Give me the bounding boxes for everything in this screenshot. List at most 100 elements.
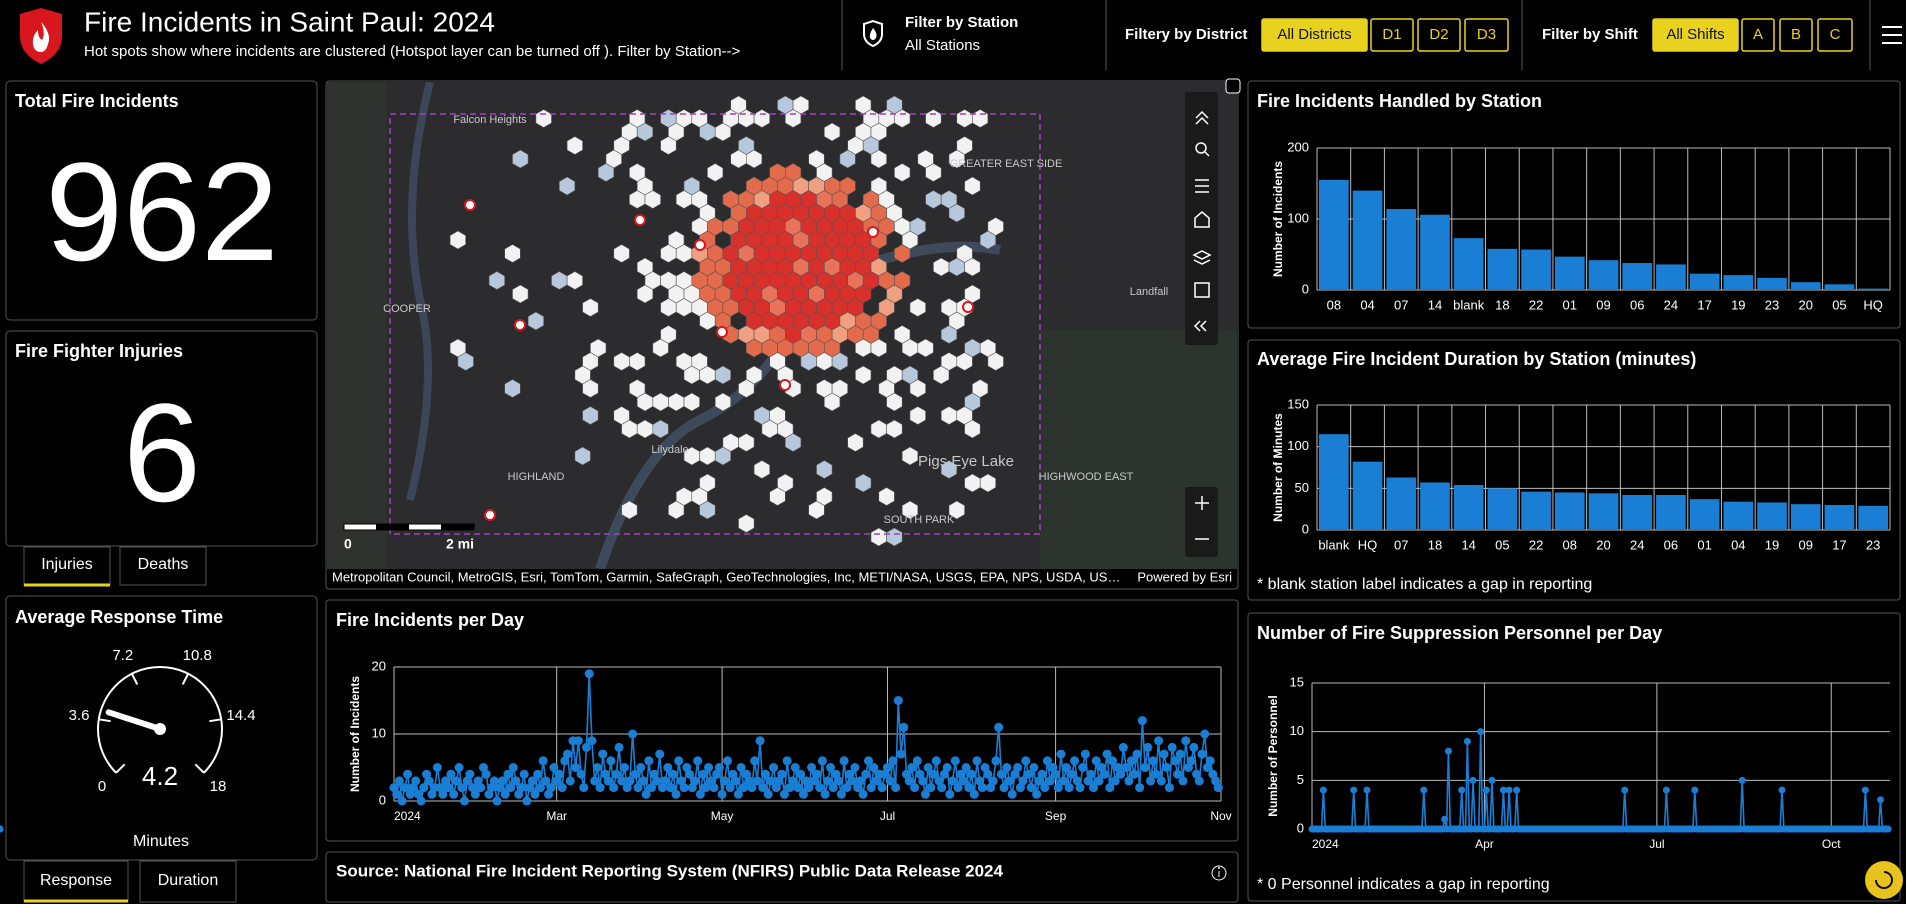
point — [920, 789, 930, 799]
point — [1477, 728, 1485, 736]
point — [1135, 783, 1145, 793]
point — [438, 789, 448, 799]
point — [1013, 763, 1023, 772]
hexbin — [449, 230, 467, 250]
point — [1148, 756, 1158, 766]
point — [723, 756, 733, 766]
y-axis-title: Number of Minutes — [1271, 413, 1285, 522]
info-icon[interactable] — [1211, 865, 1227, 881]
point — [489, 776, 499, 786]
x-tick-label: May — [711, 809, 734, 823]
point — [945, 789, 955, 799]
hexbin — [964, 176, 981, 196]
y-tick-label: 5 — [1297, 772, 1304, 787]
point — [403, 769, 413, 779]
y-tick-label: 20 — [372, 658, 386, 673]
bar — [1352, 461, 1383, 530]
tab[interactable]: Response — [23, 860, 129, 903]
hexbin — [699, 500, 716, 520]
point — [999, 783, 1009, 793]
point — [1140, 763, 1150, 772]
bar — [1723, 275, 1754, 290]
point — [766, 776, 776, 786]
bar — [1588, 260, 1619, 290]
point — [1080, 749, 1090, 759]
map[interactable]: Falcon Heights COOPER HIGHLAND Lilydale Pigs… — [327, 82, 1237, 570]
station-filter[interactable]: Filter by Station All Stations — [863, 14, 1018, 54]
x-tick-label: 22 — [1529, 537, 1543, 552]
point — [1121, 763, 1131, 772]
station-icon — [716, 326, 728, 338]
point — [416, 796, 426, 806]
point — [1029, 763, 1039, 772]
bar — [1622, 495, 1653, 530]
point — [1662, 786, 1670, 794]
hexbin — [909, 298, 926, 317]
filter-button[interactable] — [1779, 18, 1813, 52]
bar — [1386, 477, 1417, 530]
hexbin — [901, 500, 919, 520]
filter-button[interactable] — [1741, 18, 1775, 52]
hexbin — [925, 163, 942, 182]
hexbin — [714, 122, 732, 142]
panel-title: Average Response Time — [15, 607, 223, 627]
filter-button[interactable] — [1652, 18, 1739, 52]
point — [492, 796, 502, 806]
x-tick-label: 18 — [1428, 537, 1442, 552]
map-label: SOUTH PARK — [884, 514, 955, 526]
point — [760, 769, 770, 779]
point — [839, 756, 849, 766]
scale-label: 0 — [344, 536, 352, 552]
point — [931, 756, 941, 766]
point — [929, 769, 939, 779]
menu-icon[interactable] — [1882, 26, 1902, 44]
tab-label: Duration — [158, 872, 218, 889]
point — [541, 776, 551, 786]
filter-button[interactable] — [1464, 18, 1509, 52]
filter-button[interactable] — [1261, 18, 1368, 52]
point — [815, 783, 825, 793]
point — [720, 776, 730, 786]
point — [1186, 756, 1196, 766]
point — [1151, 769, 1161, 779]
hexbin — [621, 500, 638, 520]
hexbin — [979, 230, 997, 250]
filter-button[interactable] — [1417, 18, 1461, 52]
tab[interactable]: Injuries — [23, 546, 111, 587]
district-boundary — [389, 113, 1041, 535]
x-tick-label: Mar — [546, 809, 567, 823]
map-controls[interactable] — [1185, 78, 1241, 557]
point — [1091, 756, 1101, 766]
point — [1110, 776, 1120, 786]
filter-button-label: All Shifts — [1666, 26, 1724, 43]
hexbin — [582, 406, 599, 425]
point — [576, 769, 586, 779]
point — [896, 749, 906, 759]
filter-button[interactable] — [1817, 18, 1853, 52]
refresh-button[interactable] — [1865, 861, 1903, 899]
point — [668, 769, 678, 779]
tab[interactable]: Deaths — [119, 546, 207, 586]
point — [652, 776, 662, 786]
hexbin — [940, 325, 958, 344]
point — [1108, 756, 1118, 766]
point — [826, 763, 836, 772]
tab[interactable]: Duration — [139, 860, 237, 903]
x-tick-label: 05 — [1832, 297, 1846, 312]
point — [1691, 786, 1699, 794]
hexbin — [964, 257, 981, 277]
bar — [1453, 485, 1484, 530]
point — [590, 776, 600, 786]
hexbin — [527, 311, 545, 331]
y-tick-label: 0 — [1297, 820, 1304, 835]
filter-button[interactable] — [1370, 18, 1414, 52]
point — [1513, 786, 1521, 794]
bar — [1420, 214, 1450, 290]
point — [0, 825, 4, 833]
point — [796, 769, 806, 779]
point — [912, 756, 922, 766]
point — [638, 776, 648, 786]
point — [755, 736, 765, 746]
point — [850, 763, 860, 772]
